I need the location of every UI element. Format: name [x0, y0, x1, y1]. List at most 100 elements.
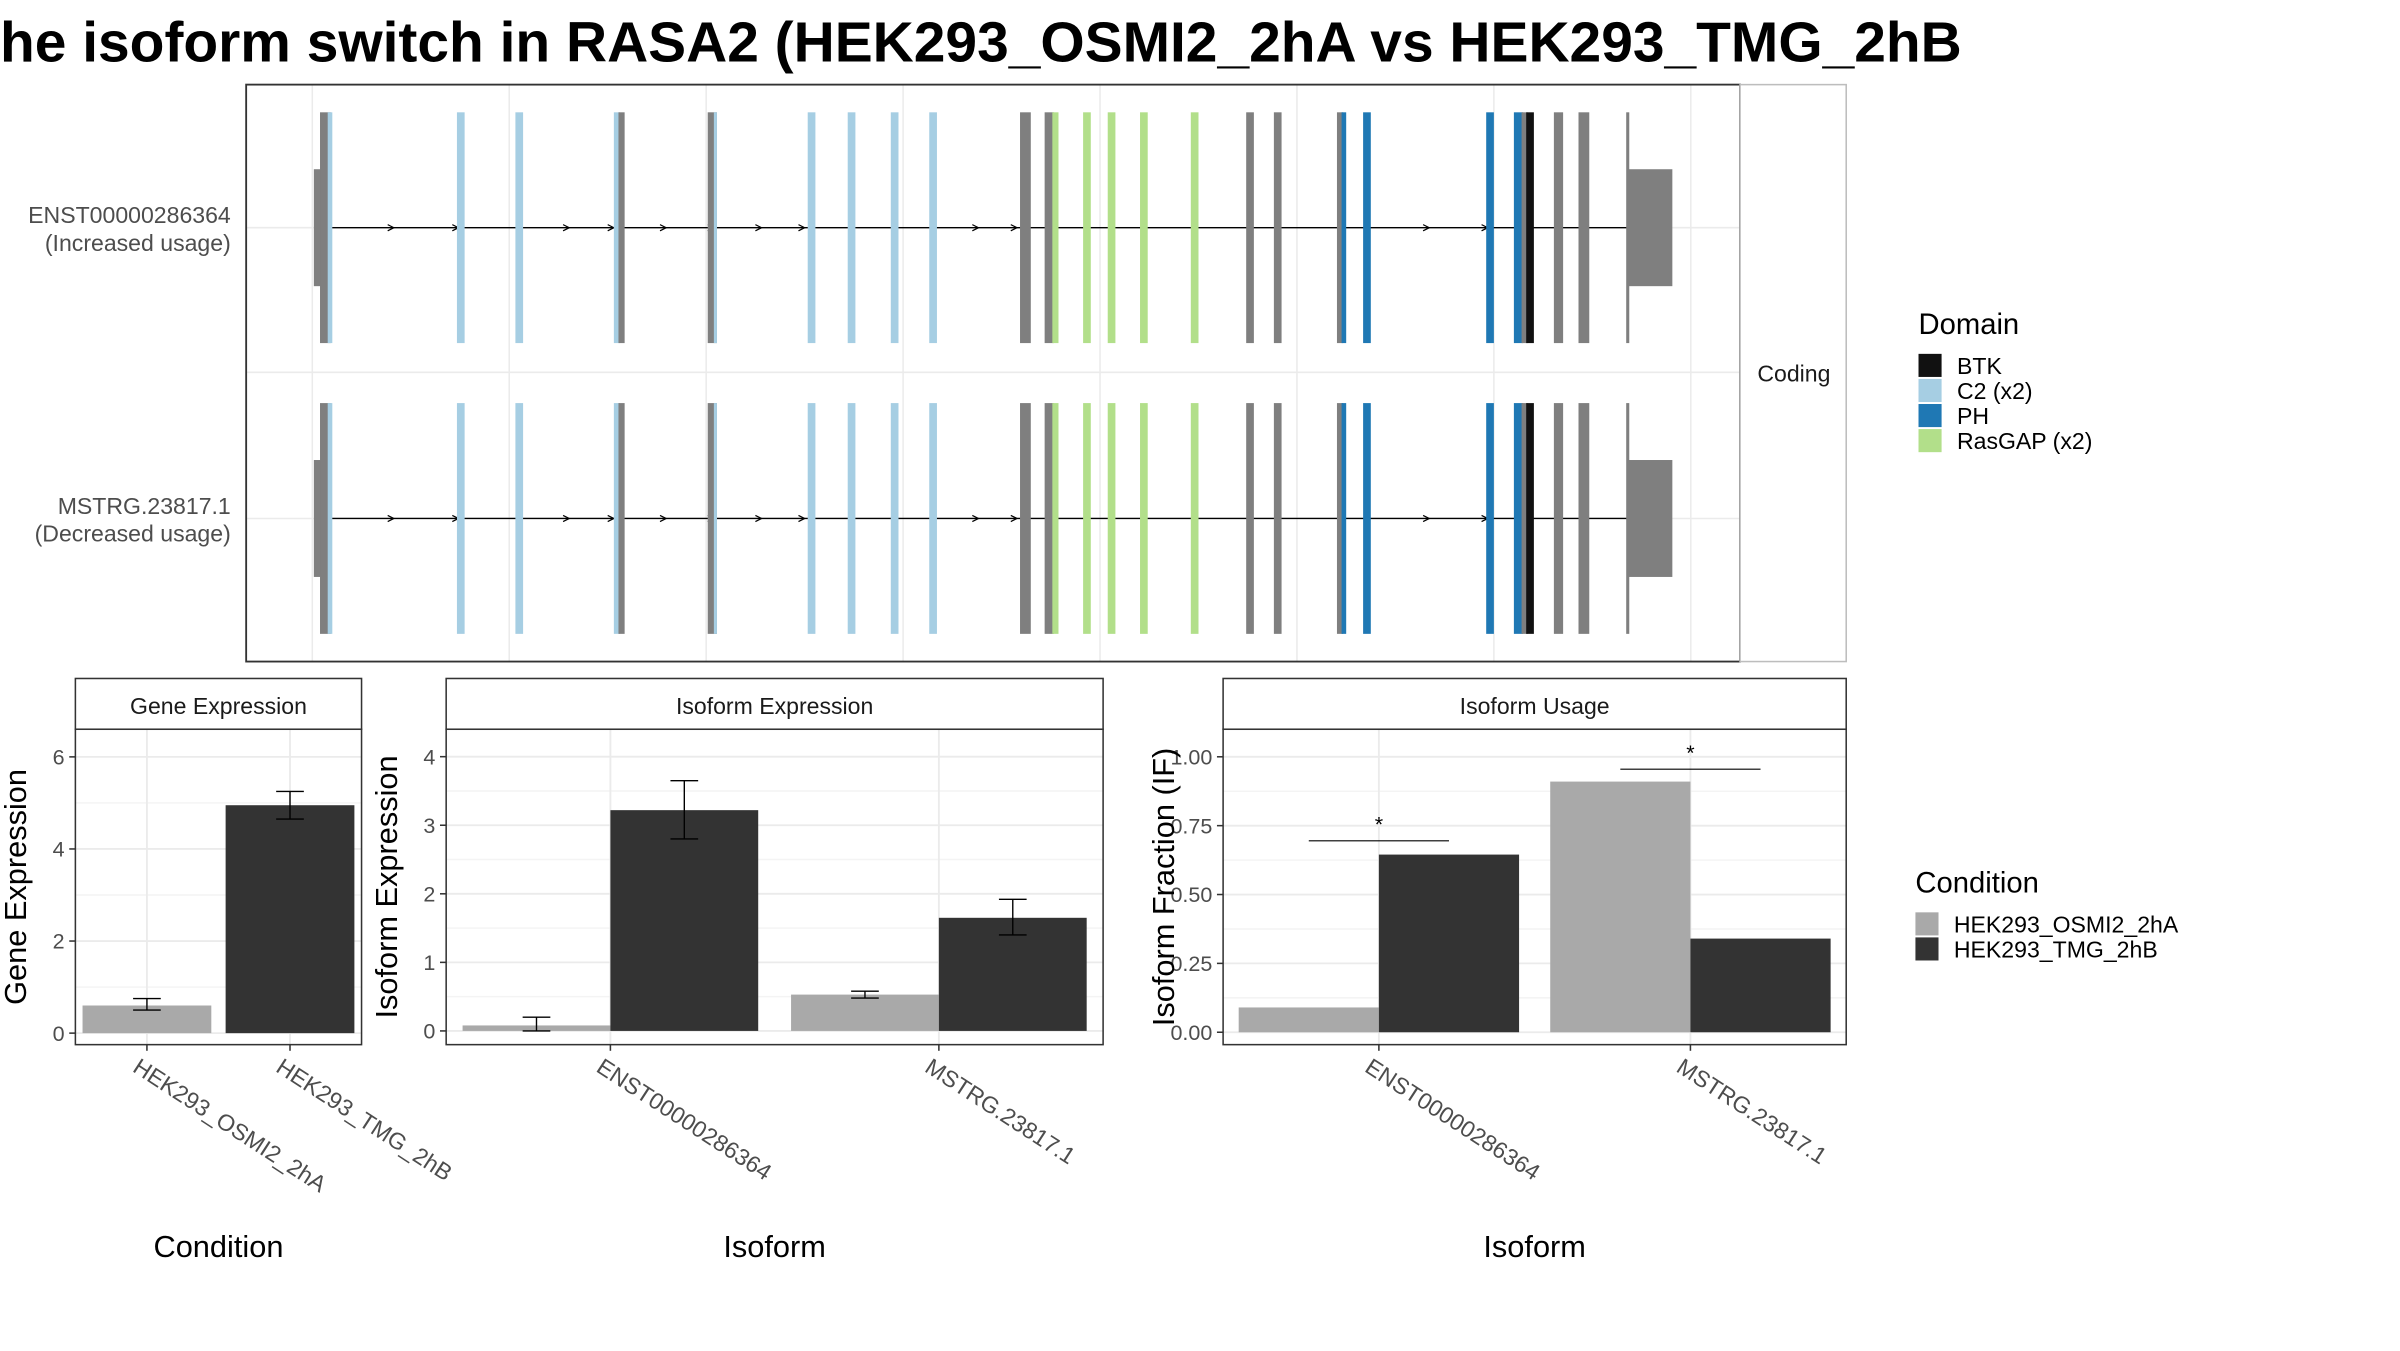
bar: [938, 917, 1087, 1031]
y-tick-label: 1.00: [1170, 745, 1212, 769]
exon-block: [1521, 403, 1528, 634]
isoform-label-name: MSTRG.23817.1: [58, 493, 231, 519]
domain-block: [807, 403, 816, 634]
intron-arrow: [1010, 224, 1019, 232]
x-axis-label: Isoform: [1483, 1229, 1586, 1264]
exon-block: [320, 112, 331, 344]
domain-block: [327, 112, 333, 344]
domain-block: [1363, 403, 1371, 634]
x-tick-label: MSTRG.23817.1: [921, 1053, 1080, 1169]
x-axis-label: Isoform: [723, 1229, 826, 1264]
domain-block: [1107, 112, 1116, 344]
domain-legend-key: [1918, 429, 1942, 453]
bar: [1238, 1007, 1379, 1033]
exon-block: [1336, 112, 1344, 344]
domain-legend-title: Domain: [1919, 309, 2020, 341]
intron-arrow: [562, 514, 571, 523]
intron-arrow: [755, 514, 763, 523]
y-tick-label: 2: [423, 882, 435, 906]
significance-star: *: [1686, 741, 1695, 765]
exon-block: [707, 403, 717, 634]
domain-block: [890, 112, 899, 344]
intron-arrow: [607, 224, 616, 232]
y-tick-label: 0.50: [1170, 883, 1212, 907]
domain-legend-label: RasGAP (x2): [1957, 428, 2092, 454]
utr-block: [1627, 169, 1673, 287]
intron-arrow: [798, 224, 807, 232]
domain-block: [1513, 403, 1524, 634]
utr-block: [313, 460, 322, 577]
domain-legend-label: C2 (x2): [1957, 378, 2033, 404]
domain-block: [807, 112, 816, 344]
intron-arrow: [659, 224, 668, 232]
y-axis-label: Gene Expression: [0, 769, 33, 1005]
exon-block: [1553, 403, 1564, 634]
panel-strip: [74, 677, 363, 731]
y-tick-label: 6: [53, 746, 65, 770]
utr-block: [1627, 460, 1673, 577]
condition-legend-label: HEK293_OSMI2_2hA: [1954, 911, 2179, 937]
domain-block: [515, 403, 524, 634]
domain-block: [1190, 403, 1199, 634]
exon-block: [618, 112, 625, 344]
bar: [1690, 938, 1831, 1033]
domain-block: [1486, 112, 1494, 344]
y-tick-label: 0: [53, 1022, 65, 1046]
domain-legend-key: [1918, 378, 1942, 403]
y-tick-label: 4: [53, 838, 65, 862]
exon-block: [1578, 403, 1590, 634]
y-tick-label: 0.00: [1170, 1021, 1212, 1045]
exon-block: [707, 112, 717, 344]
intron-arrow: [1422, 514, 1431, 523]
domain-block: [1526, 403, 1534, 634]
domain-block: [456, 112, 465, 344]
exon-block: [1553, 112, 1564, 344]
y-tick-label: 1: [423, 951, 435, 975]
panel-strip-title: Isoform Usage: [1460, 693, 1610, 719]
y-tick-label: 0.75: [1170, 814, 1212, 838]
domain-block: [515, 112, 524, 344]
bar: [225, 805, 355, 1034]
figure-title: he isoform switch in RASA2 (HEK293_OSMI2…: [0, 11, 1962, 75]
domain-block: [1083, 403, 1091, 634]
intron-arrow: [562, 224, 571, 232]
isoform-label-name: ENST00000286364: [28, 202, 231, 228]
condition-legend-title: Condition: [1915, 867, 2038, 899]
domain-block: [847, 112, 856, 344]
bar: [791, 994, 939, 1031]
y-tick-label: 2: [53, 930, 65, 954]
bar: [1378, 854, 1520, 1033]
exon-block: [1521, 112, 1528, 344]
exon-block: [1578, 112, 1590, 344]
domain-block: [890, 403, 899, 634]
isoform-label-usage: (Decreased usage): [35, 521, 231, 547]
panel-strip-title: Gene Expression: [130, 693, 307, 719]
panel-border: [74, 728, 363, 1046]
bar: [1550, 781, 1691, 1033]
domain-block: [929, 112, 937, 344]
domain-block: [456, 403, 465, 634]
domain-block: [1190, 112, 1199, 344]
intron-arrow: [1010, 514, 1019, 523]
y-tick-label: 3: [423, 814, 435, 838]
panel-border: [445, 728, 1104, 1046]
intron-arrow: [659, 514, 668, 523]
intron-arrow: [1422, 224, 1431, 232]
isoform-usage-panel: Isoform Usage 0.00 0.25 0.50 0.75 1.00 * * ENST0…: [1146, 677, 1847, 1264]
y-tick-label: 4: [423, 745, 435, 769]
domain-block: [1341, 403, 1347, 634]
domain-legend-key: [1918, 404, 1942, 428]
domain-block: [713, 403, 717, 634]
domain-block: [713, 112, 717, 344]
domain-legend-label: PH: [1957, 403, 1989, 429]
domain-block: [1083, 112, 1091, 344]
exon-block: [1246, 403, 1254, 634]
domain-block: [1513, 112, 1524, 344]
condition-legend-key: [1915, 937, 1939, 961]
panel-border: [1222, 728, 1847, 1046]
y-axis-label: Isoform Expression: [369, 755, 404, 1018]
